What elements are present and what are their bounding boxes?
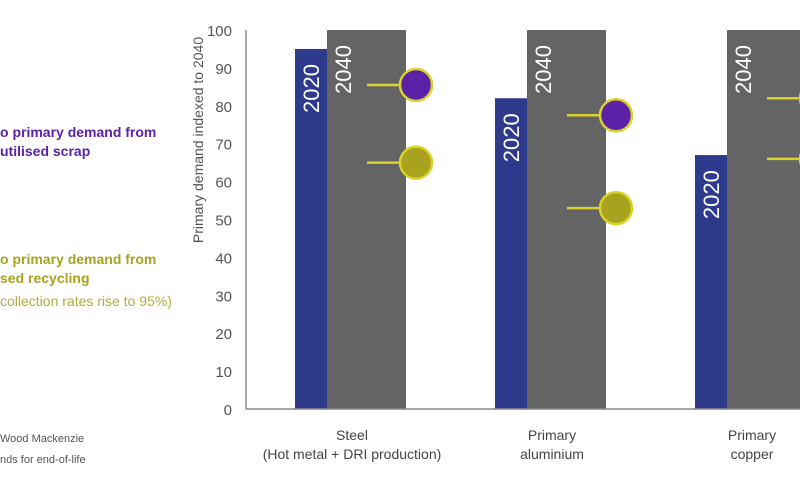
y-tick-label: 10 (215, 364, 232, 381)
category-label-line2: (Hot metal + DRI production) (262, 446, 442, 462)
bar-label-2020: 2020 (299, 64, 324, 113)
y-tick-label: 80 (215, 99, 232, 116)
category-label-line2: aluminium (520, 446, 584, 462)
y-tick-label: 40 (215, 250, 232, 267)
legend-scrap-line2: utilised scrap (0, 143, 91, 159)
y-tick-label: 100 (207, 23, 232, 40)
y-axis-title: Primary demand indexed to 2040 (190, 37, 206, 243)
bar-label-2040: 2040 (331, 45, 356, 94)
category-label-line1: Steel (336, 427, 368, 443)
category-label-line1: Primary (527, 427, 577, 443)
y-tick-label: 0 (224, 402, 232, 419)
marker-dot (398, 67, 434, 103)
bar-label-2020: 2020 (499, 113, 524, 162)
y-tick-label: 20 (215, 326, 232, 343)
y-tick-label: 50 (215, 213, 232, 230)
bar-label-2040: 2040 (531, 45, 556, 94)
legend-recycling-note: collection rates rise to 95%) (0, 293, 172, 309)
marker-dot (398, 145, 434, 180)
marker-dot (598, 190, 634, 226)
bar-2020 (295, 48, 327, 409)
y-tick-label: 30 (215, 288, 232, 305)
marker-dot (598, 98, 634, 133)
legend-recycling-line2: sed recycling (0, 270, 90, 286)
footer-source: Wood Mackenzie (0, 433, 85, 445)
y-tick-label: 70 (215, 137, 232, 154)
y-tick-label: 90 (215, 61, 232, 78)
y-tick-label: 60 (215, 175, 232, 192)
bar-2040 (527, 30, 606, 409)
category-label-line2: copper (730, 446, 774, 462)
legend-scrap-line1: o primary demand from (0, 124, 157, 140)
category-label-line1: Primary (727, 427, 777, 443)
category-label: Steel (Hot metal + DRI production) (232, 426, 472, 464)
footer-note: nds for end-of-life (0, 454, 86, 466)
bar-2020 (495, 98, 527, 409)
category-label: Primary copper (632, 426, 800, 464)
bar-label-2020: 2020 (699, 170, 724, 219)
bar-2040 (727, 30, 800, 409)
legend-recycling-line1: o primary demand from (0, 251, 157, 267)
bar-2040 (327, 30, 406, 409)
bar-label-2040: 2040 (731, 45, 756, 94)
category-label: Primary aluminium (432, 426, 672, 464)
bar-2020 (695, 155, 727, 409)
